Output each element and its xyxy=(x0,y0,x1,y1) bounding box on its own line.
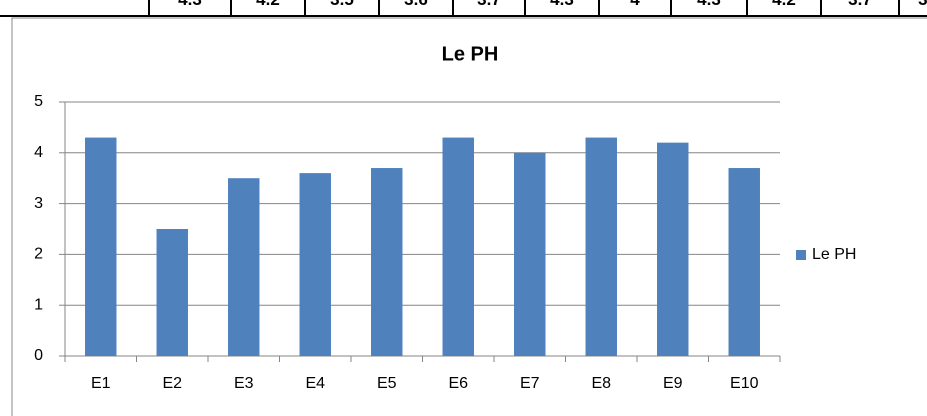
cell-text: 4.3 xyxy=(150,0,230,10)
bar xyxy=(228,178,260,356)
cell-text: 4.3 xyxy=(526,0,598,10)
bar xyxy=(657,142,689,356)
x-tick-label: E8 xyxy=(591,375,611,392)
y-tick-label: 4 xyxy=(34,144,43,161)
legend-swatch xyxy=(796,250,806,260)
y-tick-label: 2 xyxy=(34,246,43,263)
cell-text: 3.7 xyxy=(822,0,898,10)
cell-text: 4.2 xyxy=(748,0,820,10)
bar xyxy=(85,137,117,356)
table-cell: 4.3 xyxy=(524,0,598,15)
cell-text: 4.3 xyxy=(672,0,746,10)
cell-text: 3.5 xyxy=(306,0,378,10)
x-tick-label: E9 xyxy=(663,375,683,392)
table-cell: 3.5 xyxy=(304,0,378,15)
y-tick-label: 3 xyxy=(34,195,43,212)
y-tick-label: 1 xyxy=(34,296,43,313)
table-cell: 3.7 xyxy=(820,0,898,15)
bar xyxy=(514,152,546,356)
bar xyxy=(442,137,474,356)
bar xyxy=(371,168,403,356)
y-tick-label: 0 xyxy=(34,347,43,364)
x-tick-label: E3 xyxy=(234,375,254,392)
x-tick-label: E10 xyxy=(730,375,759,392)
table-cell: 3.6 xyxy=(378,0,452,15)
x-tick-label: E1 xyxy=(91,375,111,392)
bar xyxy=(299,173,331,356)
legend-label: Le PH xyxy=(812,246,856,263)
cell-text: 3.6 xyxy=(900,0,927,10)
x-tick-label: E4 xyxy=(305,375,325,392)
cell-text: 4.2 xyxy=(232,0,304,10)
table-cell: 4.2 xyxy=(230,0,304,15)
x-tick-label: E7 xyxy=(520,375,540,392)
table-cell: 4.2 xyxy=(746,0,820,15)
table-cell: 3.7 xyxy=(452,0,524,15)
chart-title: Le PH xyxy=(442,43,499,65)
y-tick-label: 5 xyxy=(34,93,43,110)
bar xyxy=(156,229,188,356)
table-strip: 4.34.23.53.63.74.344.34.23.73.6 xyxy=(0,0,927,17)
x-tick-label: E5 xyxy=(377,375,397,392)
chart-frame xyxy=(11,17,927,416)
table-cell: 4 xyxy=(598,0,670,15)
bar xyxy=(728,168,760,356)
x-tick-label: E2 xyxy=(162,375,182,392)
bar xyxy=(585,137,617,356)
cell-text: 4 xyxy=(600,0,670,10)
cell-text: 3.7 xyxy=(454,0,524,10)
table-cell: 3.6 xyxy=(898,0,927,15)
x-tick-label: E6 xyxy=(448,375,468,392)
table-cell: 4.3 xyxy=(670,0,746,15)
table-cell: 4.3 xyxy=(148,0,230,15)
cell-text: 3.6 xyxy=(380,0,452,10)
